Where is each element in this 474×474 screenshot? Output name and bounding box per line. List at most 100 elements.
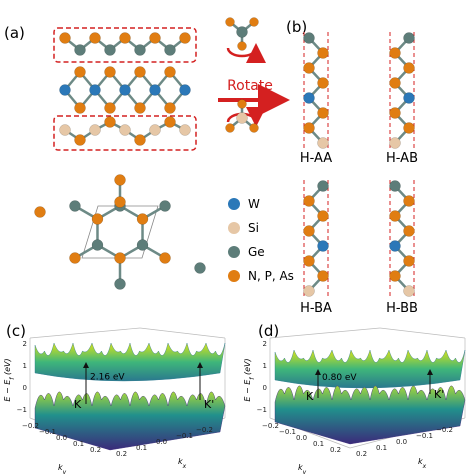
atom [237,41,247,51]
axis-frame [29,327,141,339]
kx-axis-label-part: k [418,457,423,466]
z-tick-label: 2 [263,340,267,348]
atom [69,252,81,264]
ky-axis-label-part: k [298,463,303,472]
kx-axis-label-part: x [422,463,427,470]
atom [389,47,401,59]
ky-tick-label: 0.2 [330,446,341,454]
atom [403,32,415,44]
kx-tick-label: −0.2 [436,426,453,434]
panel-label: (d) [258,322,279,340]
atom [149,124,161,136]
atom [164,66,176,78]
atom [149,84,161,96]
atom [119,124,131,136]
k-label: K [306,390,314,403]
atom [236,26,248,38]
conduction-band [274,349,466,389]
atom [164,102,176,114]
atom [303,225,315,237]
legend-label: Ge [248,245,265,259]
atom [134,134,146,146]
atom [237,99,247,109]
highlight-box [53,115,197,151]
atom [389,270,401,282]
atom [74,44,86,56]
gap-label: 0.80 eV [322,373,357,383]
highlight-box [53,27,197,63]
atom [114,174,126,186]
ky-axis-label-part: k [58,463,63,472]
atom [389,137,401,149]
atom [119,32,131,44]
atom [164,116,176,128]
atom [59,32,71,44]
z-tick-label: 1 [23,362,27,370]
ky-tick-label: −0.2 [22,422,39,430]
atom [104,44,116,56]
atom [303,92,315,104]
kx-tick-label: −0.1 [416,432,433,440]
k-label: K' [204,398,214,411]
atom [179,124,191,136]
legend-label: N, P, As [248,269,294,283]
z-tick-label: 0 [23,384,27,392]
panel-label: (a) [4,24,25,42]
legend-swatch [228,222,240,234]
atom [225,123,235,133]
kx-tick-label: 0.0 [396,438,407,446]
atom [403,122,415,134]
atom [114,252,126,264]
atom [303,285,315,297]
stacking-label: H-AB [386,151,418,166]
atom [104,102,116,114]
atom [317,270,329,282]
ky-tick-label: 0.2 [90,446,101,454]
axis-frame [139,327,226,339]
atom [119,84,131,96]
legend-swatch [228,270,240,282]
atom [134,66,146,78]
kx-tick-label: 0.2 [116,450,127,458]
ky-tick-label: 0.1 [313,440,324,448]
kx-axis-label: kx [178,457,187,470]
atom [74,102,86,114]
conduction-band [34,342,226,382]
atom [114,278,126,290]
k-label: K [74,398,82,411]
ky-tick-label: −0.1 [279,428,296,436]
kx-axis-label-part: x [182,463,187,470]
atom [179,84,191,96]
legend-label: W [248,197,260,211]
z-axis-label-part: E − E [243,379,252,402]
atom [104,116,116,128]
atom [249,123,259,133]
atom [303,32,315,44]
atom [149,32,161,44]
stacking-label: H-BA [300,301,332,316]
axis-frame [379,327,466,339]
atom [403,255,415,267]
z-axis-label-part: (eV) [3,358,12,377]
atom [104,66,116,78]
structures [34,17,415,298]
atom [303,122,315,134]
kx-tick-label: 0.1 [136,444,147,452]
legend-label: Si [248,221,259,235]
ky-tick-label: −0.1 [39,428,56,436]
z-axis-label-part: f [9,377,16,380]
ky-tick-label: 0.0 [56,434,67,442]
z-axis-label-part: E − E [3,379,12,402]
atom [403,92,415,104]
atom [159,252,171,264]
kx-tick-label: 0.2 [356,450,367,458]
atom [317,137,329,149]
kx-tick-label: −0.2 [196,426,213,434]
kx-axis-label: kx [418,457,427,470]
valence-band [34,391,226,451]
atom [136,213,149,225]
legend-swatch [228,198,240,210]
atom [303,62,315,74]
